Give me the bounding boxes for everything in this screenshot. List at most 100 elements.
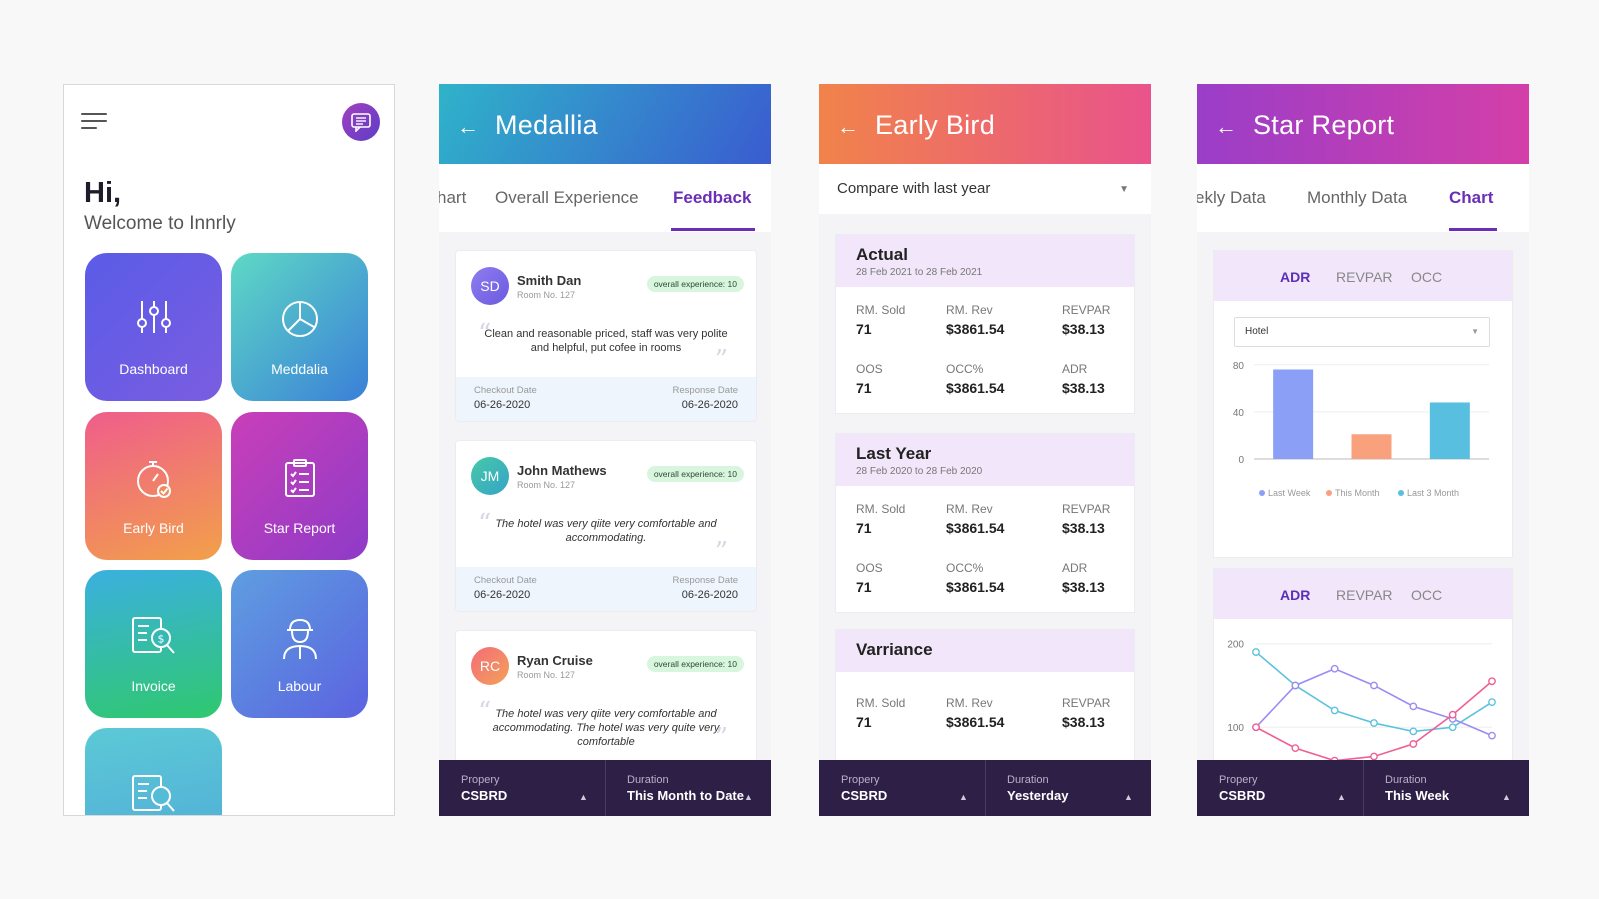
- metric-value: 71: [856, 520, 872, 536]
- caret-up-icon[interactable]: ▲: [959, 792, 968, 802]
- metric-occ: OCC% $3861.54: [946, 362, 1004, 396]
- metric-oos: OOS 71: [856, 362, 883, 396]
- tile-dashboard[interactable]: Dashboard: [85, 253, 222, 401]
- metric-value: $3861.54: [946, 579, 1005, 595]
- metric-value: 71: [856, 321, 872, 337]
- chart-tab-occ[interactable]: OCC: [1411, 587, 1443, 603]
- data-point: [1448, 723, 1457, 732]
- property-selector[interactable]: Propery CSBRD: [439, 760, 605, 816]
- checkout-date-label: Checkout Date: [474, 385, 537, 396]
- metric-adr: ADR $38.13: [1062, 362, 1105, 396]
- avatar: JM: [471, 457, 509, 495]
- open-quote-icon: “: [478, 509, 492, 539]
- tab-bar: hart Overall Experience Feedback: [439, 164, 771, 232]
- experience-badge: overall experience: 10: [646, 656, 744, 672]
- y-tick-label: 100: [1227, 723, 1244, 734]
- feedback-card[interactable]: JM John Mathews Room No. 127 overall exp…: [455, 440, 757, 612]
- room-number: Room No. 127: [517, 480, 576, 490]
- property-selector[interactable]: Propery CSBRD: [819, 760, 985, 816]
- chart-tab-adr[interactable]: ADR: [1280, 587, 1311, 603]
- bar: [1429, 402, 1470, 459]
- legend-swatch: [1326, 490, 1332, 496]
- metric-label: RM. Sold: [856, 303, 906, 317]
- sliders-icon: [136, 301, 171, 333]
- chart-metric-tabs: ADR REVPAR OCC: [1214, 251, 1512, 301]
- active-tab-indicator: [1449, 228, 1497, 231]
- tab-feedback[interactable]: Feedback: [673, 188, 752, 207]
- back-arrow-icon[interactable]: ←: [1215, 114, 1237, 139]
- tab-chart[interactable]: hart: [439, 188, 467, 207]
- checkout-date-label: Checkout Date: [474, 575, 537, 586]
- property-selector[interactable]: Propery CSBRD: [1197, 760, 1363, 816]
- dates-footer: Checkout Date 06-26-2020 Response Date 0…: [456, 567, 756, 611]
- tab-overall-experience[interactable]: Overall Experience: [495, 188, 639, 207]
- data-point: [1448, 710, 1457, 719]
- chart-tab-revpar[interactable]: REVPAR: [1336, 587, 1393, 603]
- duration-selector[interactable]: Duration This Month to Date: [605, 760, 771, 816]
- tile-invoice[interactable]: $ Invoice: [85, 570, 222, 718]
- tile-early-bird[interactable]: Early Bird: [85, 412, 222, 560]
- feedback-card[interactable]: RC Ryan Cruise Room No. 127 overall expe…: [455, 630, 757, 772]
- tab-chart[interactable]: Chart: [1449, 188, 1494, 207]
- welcome-text: Welcome to Innrly: [84, 213, 236, 234]
- duration-selector[interactable]: Duration Yesterday: [985, 760, 1151, 816]
- caret-up-icon[interactable]: ▲: [744, 792, 753, 802]
- tab-weekly-data[interactable]: ekly Data: [1197, 188, 1266, 207]
- chevron-down-icon: ▼: [1119, 184, 1129, 195]
- invoice-search-icon: $: [131, 617, 175, 654]
- duration-selector[interactable]: Duration This Week: [1363, 760, 1529, 816]
- filter-bar: Propery CSBRD ▲ Duration This Month to D…: [439, 760, 771, 816]
- data-point: [1409, 727, 1418, 736]
- caret-up-icon[interactable]: ▲: [579, 792, 588, 802]
- duration-label: Duration: [1385, 774, 1427, 786]
- caret-up-icon[interactable]: ▲: [1337, 792, 1346, 802]
- section-date-range: 28 Feb 2021 to 28 Feb 2021: [856, 267, 983, 278]
- tile-meddalia[interactable]: Meddalia: [231, 253, 368, 401]
- data-point: [1252, 648, 1260, 656]
- chart-tab-occ[interactable]: OCC: [1411, 269, 1443, 285]
- filter-bar: Propery CSBRD ▲ Duration This Week ▲: [1197, 760, 1529, 816]
- metric-value: $38.13: [1062, 714, 1105, 730]
- tab-monthly-data[interactable]: Monthly Data: [1307, 188, 1408, 207]
- tile-star-report[interactable]: Star Report: [231, 412, 368, 560]
- back-arrow-icon[interactable]: ←: [837, 114, 859, 139]
- metric-label: ADR: [1062, 362, 1088, 376]
- caret-up-icon[interactable]: ▲: [1502, 792, 1511, 802]
- bar: [1273, 369, 1314, 459]
- compare-dropdown[interactable]: Compare with last year ▼: [819, 164, 1151, 214]
- tile-labour[interactable]: Labour: [231, 570, 368, 718]
- active-tab-indicator: [671, 228, 755, 231]
- metric-value: $3861.54: [946, 520, 1005, 536]
- feedback-quote: The hotel was very qiite very comfortabl…: [495, 518, 717, 544]
- chat-button[interactable]: [342, 103, 380, 141]
- page-title: Early Bird: [875, 110, 996, 140]
- svg-text:$: $: [157, 633, 164, 646]
- tile-invoice-2[interactable]: [85, 728, 222, 815]
- menu-icon[interactable]: [81, 113, 107, 133]
- line-chart: 100 200: [1227, 640, 1496, 765]
- early-bird-screen: ← Early Bird Compare with last year ▼ Ac…: [819, 84, 1151, 816]
- feedback-card[interactable]: SD Smith Dan Room No. 127 overall experi…: [455, 250, 757, 422]
- caret-up-icon[interactable]: ▲: [1124, 792, 1133, 802]
- back-arrow-icon[interactable]: ←: [457, 114, 479, 139]
- legend-label: Last Week: [1268, 488, 1311, 498]
- chart-tab-revpar[interactable]: REVPAR: [1336, 269, 1393, 285]
- metric-label: OCC%: [946, 362, 984, 376]
- compare-value: Compare with last year: [837, 180, 991, 197]
- worker-icon: [282, 618, 317, 660]
- open-quote-icon: “: [478, 697, 492, 727]
- metric-label: OCC%: [946, 561, 984, 575]
- hotel-select[interactable]: Hotel ▼: [1234, 317, 1490, 347]
- metric-revpar: REVPAR $38.13: [1062, 502, 1110, 536]
- checkout-date: 06-26-2020: [474, 589, 531, 601]
- chart-tab-adr[interactable]: ADR: [1280, 269, 1311, 285]
- data-point: [1488, 731, 1496, 740]
- bar: [1351, 434, 1392, 459]
- greeting: Hi,: [84, 177, 122, 209]
- divider: [1363, 760, 1364, 816]
- metric-label: OOS: [856, 362, 883, 376]
- metric-value: $38.13: [1062, 579, 1105, 595]
- clipboard-checklist-icon: [284, 459, 315, 497]
- metric-value: $3861.54: [946, 380, 1005, 396]
- duration-label: Duration: [1007, 774, 1049, 786]
